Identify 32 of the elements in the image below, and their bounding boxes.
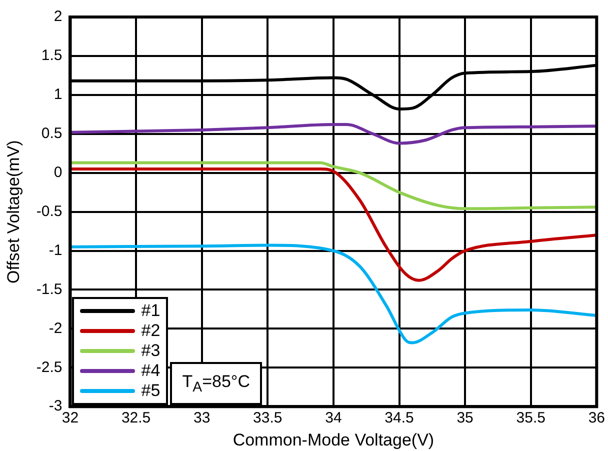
y-tick-label: 0 <box>54 164 62 181</box>
x-tick-label: 32.5 <box>121 410 151 427</box>
legend-label: #5 <box>141 380 160 401</box>
x-tick-label: 35 <box>456 410 474 427</box>
legend-label: #4 <box>141 360 160 381</box>
y-tick-label: -2 <box>48 320 62 337</box>
legend-label: #1 <box>141 300 160 321</box>
legend-label: #2 <box>141 320 160 341</box>
line-series <box>70 123 597 145</box>
y-tick-label: -3 <box>48 398 62 415</box>
y-tick-label: 1 <box>54 86 62 104</box>
y-tick-label: -1.5 <box>36 280 62 298</box>
y-tick-label: 0.5 <box>41 125 62 142</box>
y-tick-label: -1 <box>48 242 62 259</box>
x-tick-label: 34 <box>325 410 342 427</box>
x-tick-label: 32 <box>62 410 79 427</box>
line-series <box>70 167 597 282</box>
y-tick-label: -2.5 <box>36 358 62 376</box>
y-axis-title: Offset Voltage(mV) <box>4 140 23 284</box>
y-tick-label: 1.5 <box>41 47 62 64</box>
x-axis-title: Common-Mode Voltage(V) <box>232 430 434 450</box>
y-tick-label: -0.5 <box>36 202 62 220</box>
x-tick-label: 35.5 <box>516 410 546 427</box>
x-tick-label: 33.5 <box>253 410 282 427</box>
annotation: T$_{A}$=85°C <box>170 362 262 405</box>
x-tick-label: 36 <box>588 410 605 427</box>
x-tick-label: 33 <box>194 410 210 427</box>
legend-label: #3 <box>141 340 160 361</box>
y-tick-label: 2 <box>54 8 62 26</box>
line-series <box>70 244 597 344</box>
x-tick-label: 34.5 <box>384 410 414 427</box>
line-series <box>70 161 597 210</box>
